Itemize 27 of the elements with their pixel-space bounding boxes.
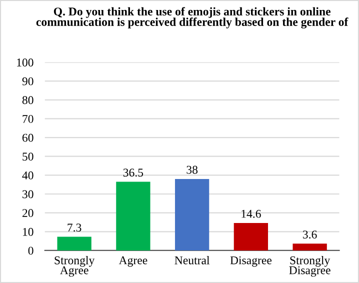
- data-label: 7.3: [68, 224, 82, 232]
- bar: [292, 244, 327, 250]
- x-tick-label: Strongly Disagree: [289, 256, 330, 277]
- chart-title: Q. Do you think the use of emojis and stickers in online communication is perceived differently based on the gender of: [36, 7, 348, 28]
- x-tick-label: Agree: [118, 256, 148, 267]
- y-tick-label: 90: [22, 77, 34, 86]
- y-tick-label: 20: [22, 209, 34, 218]
- bar: [57, 236, 92, 250]
- data-label: 3.6: [303, 230, 317, 239]
- y-tick-label: 40: [22, 171, 34, 180]
- y-tick-label: 30: [22, 190, 34, 198]
- x-tick-label: Neutral: [174, 256, 210, 264]
- y-tick-label: 80: [22, 96, 34, 104]
- bar: [234, 222, 268, 250]
- data-label: 38: [186, 166, 198, 174]
- y-tick-label: 10: [22, 228, 34, 236]
- x-tick-label: Disagree: [230, 256, 272, 267]
- y-tick-label: 60: [22, 134, 34, 142]
- bar: [174, 178, 210, 250]
- y-tick-label: 100: [17, 58, 34, 66]
- data-label: 36.5: [123, 168, 144, 177]
- bar: [116, 182, 150, 250]
- data-label: 14.6: [242, 210, 261, 218]
- y-tick-label: 0: [28, 246, 34, 255]
- y-tick-label: 70: [22, 114, 34, 123]
- y-tick-label: 50: [22, 152, 34, 161]
- x-tick-label: Strongly Agree: [54, 256, 95, 277]
